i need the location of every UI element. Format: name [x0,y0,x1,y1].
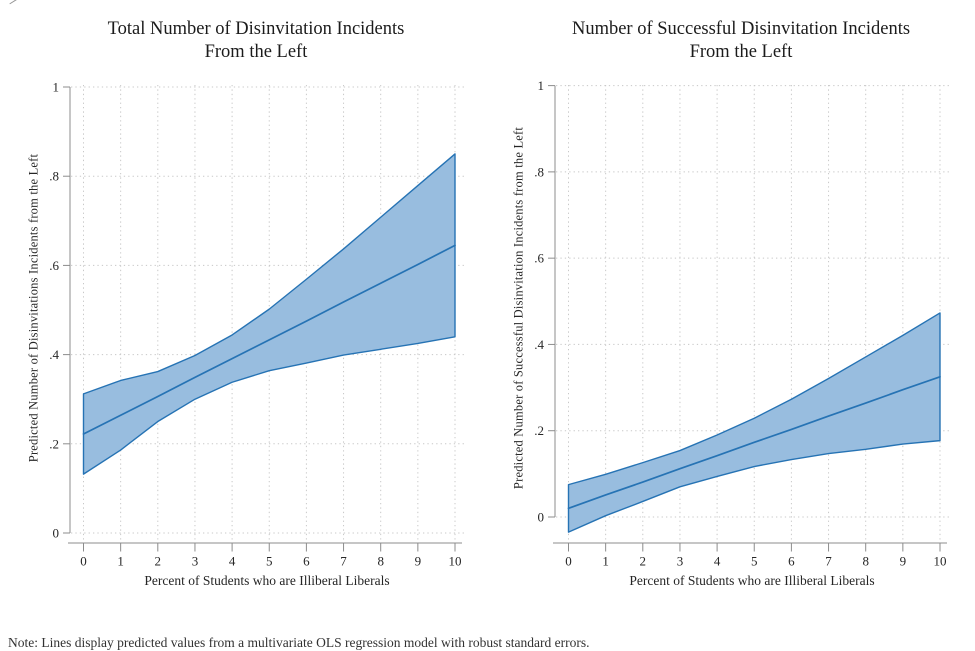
x-tick-label: 9 [900,554,907,569]
fit-line [567,375,941,510]
y-tick-label: .2 [49,436,59,451]
x-tick-label: 0 [80,554,87,569]
x-tick-label: 0 [565,554,572,569]
y-tick-label: 1 [538,78,545,93]
x-tick-label: 9 [415,554,422,569]
x-tick-label: 1 [117,554,124,569]
chart-title-line2: From the Left [204,42,308,62]
y-tick-label: 0 [538,509,545,524]
chart-title-line1: Total Number of Disinvitation Incidents [107,19,405,39]
x-tick-label: 5 [751,554,758,569]
x-axis-title: Percent of Students who are Illiberal Li… [144,573,390,588]
x-tick-label: 1 [602,554,609,569]
x-tick-label: 6 [303,554,310,569]
x-tick-label: 4 [714,554,721,569]
chart-panel-right: Number of Successful Disinvitation Incid… [485,0,972,610]
plot-area: 0.2.4.6.810 1 2 3 4 5 6 7 8 9 10 [534,78,949,569]
y-tick-label: 0 [53,526,60,541]
chart-title-line2: From the Left [689,42,793,62]
x-tick-label: 2 [640,554,647,569]
chart-panel-left: Total Number of Disinvitation Incidents … [0,0,487,610]
x-tick-label: 3 [677,554,684,569]
confidence-band [82,153,456,475]
y-tick-label: .6 [49,258,59,273]
x-tick-label: 2 [155,554,162,569]
confidence-band [567,312,941,533]
chart-title: Total Number of Disinvitation Incidents … [21,18,491,64]
x-tick-label: 10 [449,554,462,569]
plot-area: 0.2.4.6.810 1 2 3 4 5 6 7 8 9 10 [49,80,464,569]
x-tick-label: 3 [192,554,199,569]
y-tick-label: 1 [53,80,60,95]
y-tick-label: .4 [534,337,544,352]
fit-line [82,244,456,435]
x-tick-label: 5 [266,554,273,569]
x-tick-label: 7 [825,554,832,569]
y-tick-label: .4 [49,347,59,362]
figure-note: Note: Lines display predicted values fro… [8,634,590,650]
x-tick-label: 4 [229,554,236,569]
y-tick-label: .6 [534,251,544,266]
x-tick-label: 8 [862,554,869,569]
x-axis-title: Percent of Students who are Illiberal Li… [629,573,875,588]
y-tick-label: .8 [49,169,59,184]
chart-title: Number of Successful Disinvitation Incid… [506,18,975,64]
y-tick-label: .2 [534,423,544,438]
y-tick-label: .8 [534,164,544,179]
x-tick-label: 8 [377,554,384,569]
x-tick-label: 10 [934,554,947,569]
chart-title-line1: Number of Successful Disinvitation Incid… [571,19,911,39]
x-tick-label: 7 [340,554,347,569]
x-tick-label: 6 [788,554,795,569]
